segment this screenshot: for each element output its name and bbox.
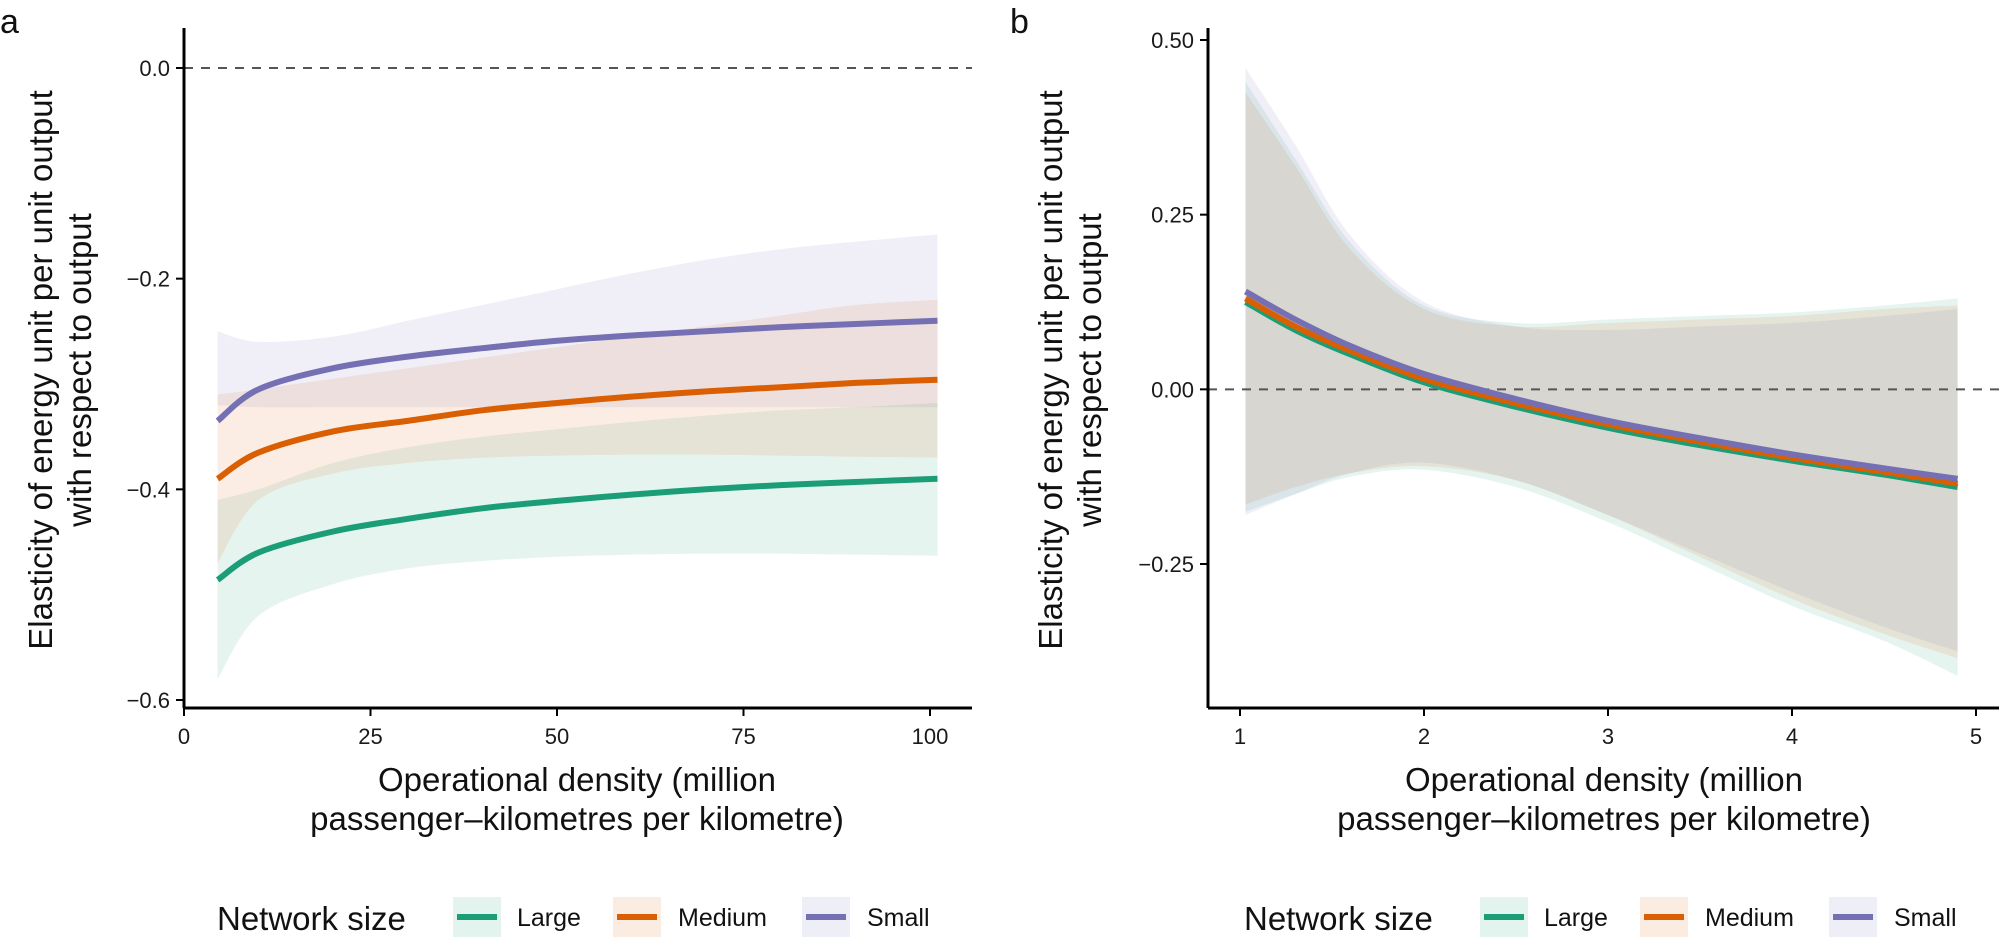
- legend-item-medium: Medium: [1640, 897, 1794, 937]
- legend-title: Network size: [217, 900, 406, 937]
- panel-b-line-small: [1244, 288, 1959, 482]
- panel-a: a 0 25 50 75 100 0.0 −0.2 −0.4 −0.6 Operational…: [0, 3, 972, 837]
- panel-b-x-tick-label: 5: [1970, 724, 1982, 749]
- panel-a-y-tick-label: −0.6: [127, 688, 170, 713]
- legend-label-large: Large: [517, 904, 581, 932]
- panel-a-letter: a: [0, 3, 19, 41]
- panel-b-y-ticks: 0.50 0.25 0.00 −0.25: [1138, 28, 1208, 577]
- panel-a-y-axis-label-line1: Elasticity of energy unit per unit outpu…: [22, 90, 59, 650]
- panel-a-band-large: [217, 403, 938, 679]
- panel-b-y-axis-label-line2: with respect to output: [1071, 213, 1108, 528]
- panel-a-x-tick-label: 75: [731, 724, 755, 749]
- legend-b: Network size Large Medium Small: [1244, 897, 1957, 937]
- panel-b: b 1 2 3 4 5 0.50 0.25 0.00 −0.25 Operational de…: [1010, 3, 1999, 837]
- panel-a-line-small: [215, 317, 938, 424]
- panel-a-x-tick-label: 50: [545, 724, 569, 749]
- panel-a-y-tick-label: 0.0: [139, 56, 170, 81]
- panel-a-y-tick-label: −0.4: [127, 477, 170, 502]
- panel-b-letter: b: [1010, 3, 1029, 41]
- panel-a-band-medium: [217, 299, 938, 564]
- panel-a-line-large: [215, 475, 938, 583]
- panel-b-x-tick-label: 2: [1418, 724, 1430, 749]
- panel-a-band-small: [217, 234, 938, 408]
- legend-item-small: Small: [802, 897, 930, 937]
- panel-b-series-lines: [1244, 288, 1959, 491]
- panel-b-y-tick-label: 0.50: [1151, 28, 1194, 53]
- panel-b-x-tick-label: 3: [1602, 724, 1614, 749]
- panel-b-y-tick-label: −0.25: [1138, 552, 1194, 577]
- panel-b-axes: [1206, 28, 1999, 710]
- panel-b-line-medium: [1244, 295, 1959, 487]
- panel-b-x-axis-label-line1: Operational density (million: [1405, 761, 1803, 798]
- legend-item-large: Large: [453, 897, 581, 937]
- legend-item-medium: Medium: [613, 897, 767, 937]
- panel-a-x-axis-label-line1: Operational density (million: [378, 761, 776, 798]
- panel-b-band-large: [1245, 81, 1958, 676]
- panel-a-axes: [182, 28, 972, 710]
- panel-b-x-tick-label: 4: [1786, 724, 1798, 749]
- panel-b-x-tick-label: 1: [1234, 724, 1246, 749]
- panel-a-y-axis-label-line2: with respect to output: [61, 213, 98, 528]
- panel-b-y-tick-label: 0.25: [1151, 203, 1194, 228]
- panel-a-confidence-bands: [217, 234, 938, 679]
- panel-a-x-tick-label: 25: [358, 724, 382, 749]
- panel-a-y-tick-label: −0.2: [127, 267, 170, 292]
- panel-b-band-medium: [1245, 92, 1958, 659]
- panel-b-y-tick-label: 0.00: [1151, 377, 1194, 402]
- panel-a-x-tick-label: 100: [912, 724, 949, 749]
- legend-title: Network size: [1244, 900, 1433, 937]
- legend-a: Network size Large Medium Small: [217, 897, 930, 937]
- panel-a-x-tick-label: 0: [178, 724, 190, 749]
- panel-a-y-ticks: 0.0 −0.2 −0.4 −0.6: [127, 56, 184, 713]
- legend-item-large: Large: [1480, 897, 1608, 937]
- legend-label-small: Small: [1894, 904, 1957, 932]
- panel-b-y-axis-label-line1: Elasticity of energy unit per unit outpu…: [1032, 90, 1069, 650]
- legend-label-small: Small: [867, 904, 930, 932]
- panel-b-band-small: [1245, 67, 1958, 652]
- panel-a-series-lines: [215, 317, 938, 583]
- legend-label-large: Large: [1544, 904, 1608, 932]
- panel-a-line-medium: [215, 376, 938, 482]
- legend-item-small: Small: [1829, 897, 1957, 937]
- panel-a-x-axis-label-line2: passenger–kilometres per kilometre): [310, 800, 844, 837]
- panel-b-x-ticks: 1 2 3 4 5: [1234, 708, 1982, 749]
- legend-label-medium: Medium: [678, 904, 767, 932]
- panel-b-x-axis-label-line2: passenger–kilometres per kilometre): [1337, 800, 1871, 837]
- legend-label-medium: Medium: [1705, 904, 1794, 932]
- panel-b-confidence-bands: [1245, 67, 1958, 676]
- panel-a-x-ticks: 0 25 50 75 100: [178, 708, 948, 749]
